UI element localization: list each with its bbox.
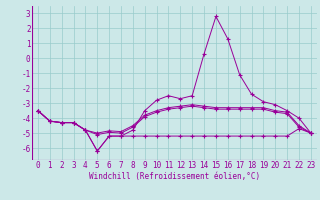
X-axis label: Windchill (Refroidissement éolien,°C): Windchill (Refroidissement éolien,°C) <box>89 172 260 181</box>
